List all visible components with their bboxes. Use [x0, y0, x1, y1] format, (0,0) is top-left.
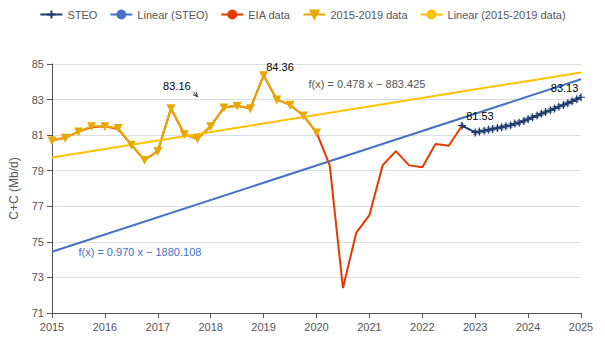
svg-text:84.36: 84.36	[266, 61, 294, 73]
svg-text:73: 73	[32, 271, 44, 283]
svg-text:2016: 2016	[93, 321, 117, 333]
svg-text:75: 75	[32, 236, 44, 248]
svg-text:2023: 2023	[463, 321, 487, 333]
svg-text:83.13: 83.13	[551, 82, 579, 94]
svg-text:2022: 2022	[410, 321, 434, 333]
svg-text:STEO: STEO	[67, 9, 97, 21]
svg-text:77: 77	[32, 200, 44, 212]
svg-text:83.16: 83.16	[163, 80, 191, 92]
svg-text:Linear (2015-2019 data): Linear (2015-2019 data)	[448, 9, 566, 21]
svg-text:2025: 2025	[569, 321, 593, 333]
svg-text:83: 83	[32, 94, 44, 106]
svg-text:2020: 2020	[304, 321, 328, 333]
svg-text:2018: 2018	[198, 321, 222, 333]
svg-text:2015-2019 data: 2015-2019 data	[330, 9, 408, 21]
svg-text:EIA data: EIA data	[248, 9, 290, 21]
svg-text:2024: 2024	[516, 321, 540, 333]
svg-text:2017: 2017	[146, 321, 170, 333]
svg-text:Linear (STEO): Linear (STEO)	[137, 9, 208, 21]
svg-text:f(x) = 0.478 x − 883.425: f(x) = 0.478 x − 883.425	[309, 78, 426, 90]
svg-text:2015: 2015	[40, 321, 64, 333]
svg-text:79: 79	[32, 165, 44, 177]
svg-text:2019: 2019	[251, 321, 275, 333]
svg-text:2021: 2021	[357, 321, 381, 333]
svg-text:f(x) = 0.970 x − 1880.108: f(x) = 0.970 x − 1880.108	[78, 246, 201, 258]
svg-text:81: 81	[32, 129, 44, 141]
svg-text:C+C (Mb/d): C+C (Mb/d)	[7, 157, 21, 219]
svg-text:81.53: 81.53	[466, 110, 494, 122]
svg-text:85: 85	[32, 58, 44, 70]
svg-text:71: 71	[32, 307, 44, 319]
